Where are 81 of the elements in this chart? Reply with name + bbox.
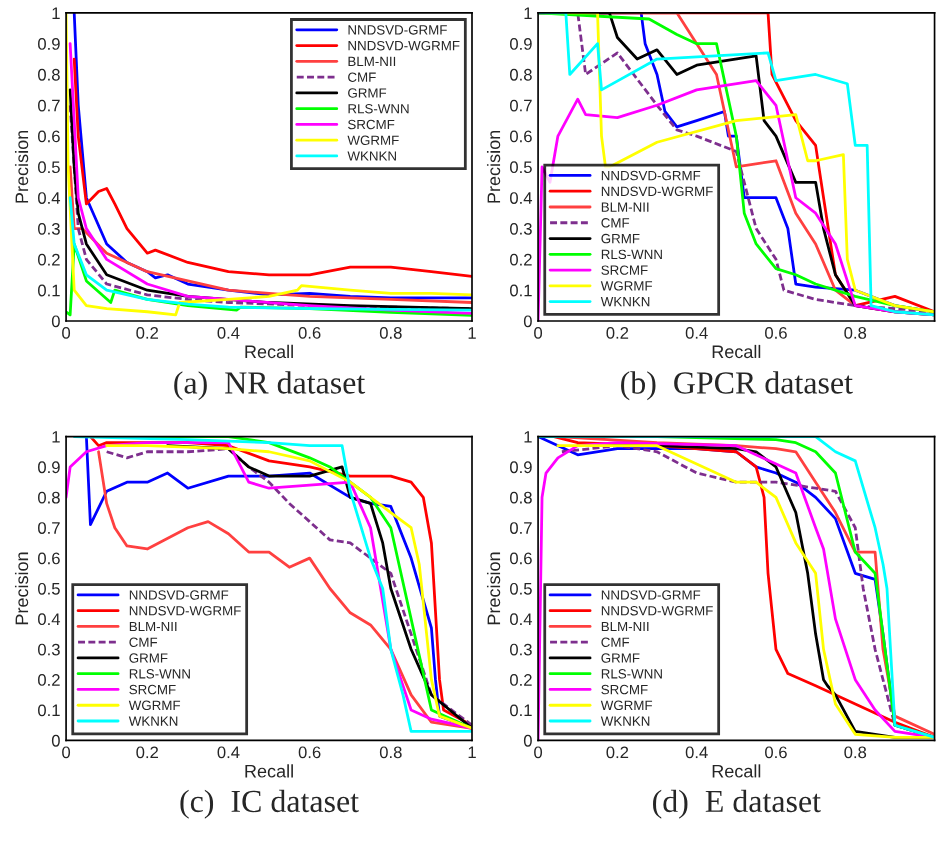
y-tick-label: 1 <box>52 7 60 19</box>
y-axis-title: Precision <box>486 552 501 625</box>
x-tick-label: 0.2 <box>136 327 159 339</box>
y-tick-label: 0.3 <box>38 222 60 235</box>
y-tick-label: 0.5 <box>38 582 60 595</box>
y-tick-label: 0.7 <box>38 522 60 534</box>
x-tick-label: 0.2 <box>606 327 629 339</box>
x-axis-title: Recall <box>712 764 761 778</box>
y-tick-label: 0.6 <box>38 130 60 143</box>
x-tick-label: 0.6 <box>298 746 321 759</box>
y-tick-label: 1 <box>524 431 532 443</box>
y-tick-label: 0.9 <box>510 461 532 474</box>
y-tick-label: 0.9 <box>38 38 60 50</box>
x-axis-title: Recall <box>245 764 293 778</box>
y-tick-label: 0.4 <box>38 613 61 626</box>
x-tick-label: 0.8 <box>844 327 867 339</box>
y-tick-label: 0.9 <box>38 461 60 474</box>
y-tick-label: 0.1 <box>510 284 532 297</box>
y-tick-label: 0.6 <box>38 552 60 565</box>
x-tick-label: 0.4 <box>217 327 240 339</box>
y-tick-label: 0.3 <box>38 643 60 656</box>
y-tick-label: 0 <box>51 315 60 328</box>
y-tick-label: 0.2 <box>38 253 60 266</box>
x-tick-label: 0.6 <box>765 746 787 759</box>
y-tick-label: 1 <box>52 431 60 443</box>
line-series <box>68 165 472 304</box>
y-tick-label: 0.2 <box>38 674 60 686</box>
x-axis-title: Recall <box>712 344 761 359</box>
text: (a) NR dataset <box>174 371 366 401</box>
y-tick-label: 0 <box>523 315 532 328</box>
x-tick-label: 0.8 <box>379 327 402 339</box>
x-tick-label: 0.2 <box>136 746 159 759</box>
text: (d) E dataset <box>653 789 821 819</box>
x-tick-label: 1 <box>468 327 476 339</box>
y-tick-label: 0.6 <box>510 552 532 565</box>
x-tick-label: 0.8 <box>844 746 867 759</box>
line-series <box>72 57 472 278</box>
y-tick-label: 0.2 <box>510 674 532 686</box>
y-tick-label: 0.6 <box>510 130 532 143</box>
y-tick-label: 0.1 <box>38 284 60 297</box>
y-axis-title: Precision <box>486 130 501 203</box>
y-tick-label: 0.4 <box>510 613 533 626</box>
text: (c) IC dataset <box>180 789 359 819</box>
x-axis-title: Recall <box>245 344 293 359</box>
y-tick-label: 0.1 <box>38 704 60 717</box>
y-axis-title: Precision <box>14 552 29 625</box>
y-tick-label: 0.5 <box>510 161 532 174</box>
y-tick-label: 0.4 <box>38 192 61 204</box>
y-tick-label: 0.5 <box>38 161 60 174</box>
y-tick-label: 0 <box>51 734 60 747</box>
y-tick-label: 1 <box>524 7 532 19</box>
x-tick-label: 0 <box>534 746 543 759</box>
y-axis-title: Precision <box>14 130 29 203</box>
text: (b) GPCR dataset <box>621 371 853 401</box>
y-tick-label: 0.3 <box>510 643 532 656</box>
x-tick-label: 1 <box>468 746 476 759</box>
line-series <box>68 196 472 312</box>
y-tick-label: 0.8 <box>510 491 532 504</box>
x-tick-label: 0.8 <box>379 746 402 759</box>
x-tick-label: 0.2 <box>606 746 629 759</box>
y-tick-label: 0.2 <box>510 253 532 266</box>
x-tick-label: 0.4 <box>217 746 240 759</box>
x-tick-label: 0.6 <box>298 327 321 339</box>
y-tick-label: 0.8 <box>38 491 60 504</box>
y-tick-label: 0.4 <box>510 192 533 204</box>
x-tick-label: 0.4 <box>685 327 708 339</box>
x-tick-label: 0 <box>62 746 71 759</box>
y-tick-label: 0.7 <box>510 99 532 112</box>
y-tick-label: 0.5 <box>510 582 532 595</box>
y-tick-label: 0.7 <box>38 99 60 112</box>
y-tick-label: 0.7 <box>510 522 532 534</box>
x-tick-label: 0.4 <box>685 746 708 759</box>
y-tick-label: 0 <box>523 734 532 747</box>
y-tick-label: 0.1 <box>510 704 532 717</box>
y-tick-label: 0.8 <box>38 68 60 81</box>
x-tick-label: 0.6 <box>765 327 787 339</box>
y-tick-label: 0.8 <box>510 68 532 81</box>
x-tick-label: 0 <box>534 327 543 339</box>
y-tick-label: 0.9 <box>510 38 532 50</box>
y-tick-label: 0.3 <box>510 222 532 235</box>
x-tick-label: 0 <box>62 327 71 339</box>
